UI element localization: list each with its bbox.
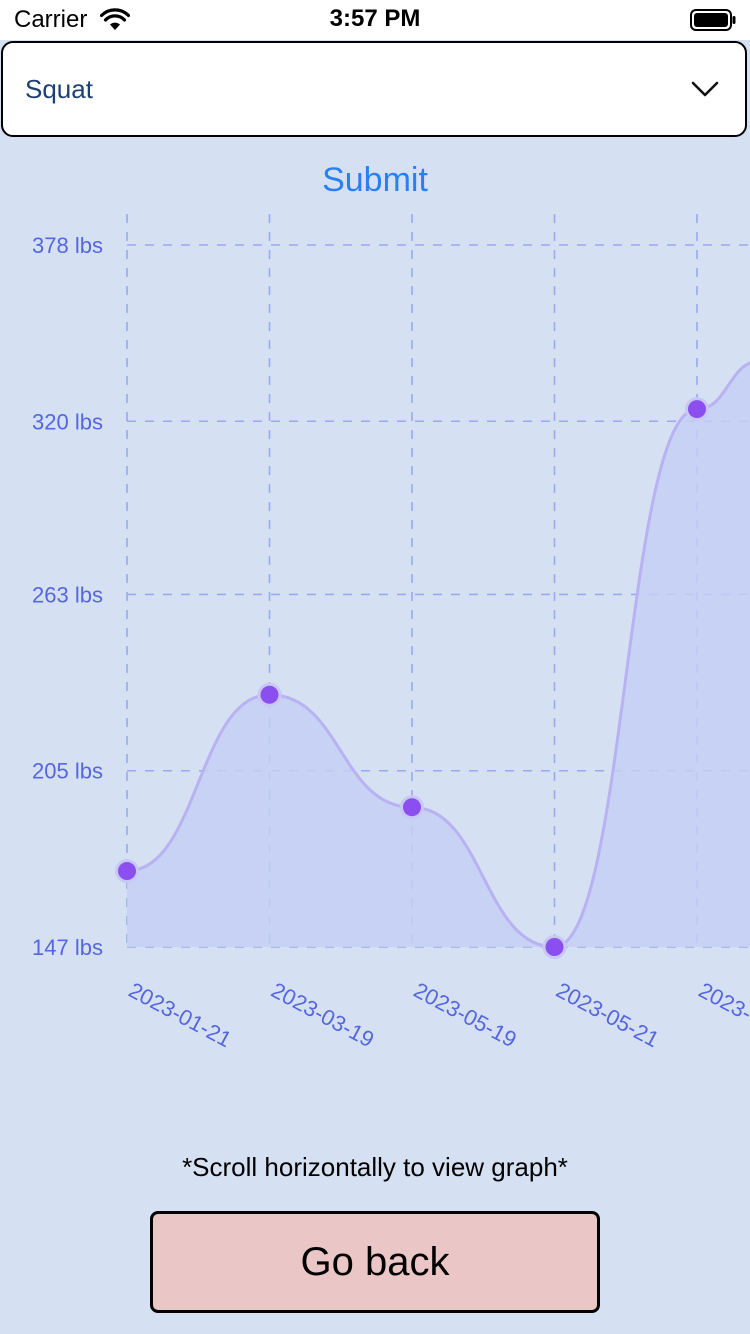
battery-icon bbox=[690, 9, 736, 31]
status-bar: Carrier 3:57 PM bbox=[0, 0, 750, 40]
data-point bbox=[260, 685, 279, 704]
chart-svg: 378 lbs 320 lbs 263 lbs 205 lbs 147 lbs 2023… bbox=[32, 214, 750, 1052]
series-area bbox=[127, 363, 750, 947]
y-tick-label: 378 lbs bbox=[32, 233, 103, 258]
y-tick-label: 205 lbs bbox=[32, 759, 103, 784]
status-time: 3:57 PM bbox=[329, 5, 421, 32]
y-tick-label: 320 lbs bbox=[32, 409, 103, 434]
data-point bbox=[118, 862, 136, 881]
chevron-down-icon bbox=[691, 81, 719, 97]
x-axis-labels: 2023-01-21 2023-03-19 2023-05-19 2023-05-21… bbox=[125, 977, 750, 1052]
exercise-dropdown[interactable]: Squat bbox=[1, 41, 747, 137]
y-tick-label: 147 lbs bbox=[32, 935, 103, 960]
x-tick-label: 2023- bbox=[695, 977, 750, 1025]
go-back-button[interactable]: Go back bbox=[150, 1211, 600, 1313]
submit-button[interactable]: Submit bbox=[0, 158, 750, 202]
exercise-dropdown-value: Squat bbox=[25, 74, 93, 104]
x-tick-label: 2023-05-21 bbox=[552, 977, 663, 1052]
y-tick-label: 263 lbs bbox=[32, 582, 103, 607]
scroll-hint: *Scroll horizontally to view graph* bbox=[182, 1152, 568, 1182]
carrier-label: Carrier bbox=[14, 6, 88, 33]
progress-chart[interactable]: 378 lbs 320 lbs 263 lbs 205 lbs 147 lbs 2023… bbox=[0, 200, 750, 1080]
x-tick-label: 2023-05-19 bbox=[410, 977, 521, 1052]
wifi-icon bbox=[100, 8, 130, 30]
data-point bbox=[545, 938, 564, 956]
x-tick-label: 2023-01-21 bbox=[125, 977, 236, 1052]
x-tick-label: 2023-03-19 bbox=[267, 977, 378, 1052]
data-point bbox=[688, 400, 706, 419]
data-point bbox=[403, 798, 421, 817]
y-axis-labels: 378 lbs 320 lbs 263 lbs 205 lbs 147 lbs bbox=[32, 233, 103, 960]
series-line bbox=[126, 361, 750, 949]
data-points bbox=[115, 397, 709, 959]
